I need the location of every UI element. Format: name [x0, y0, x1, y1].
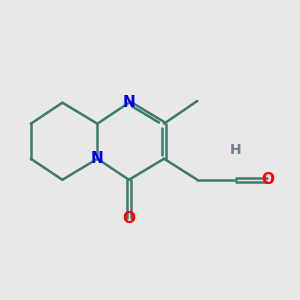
- Text: O: O: [122, 211, 136, 226]
- Text: H: H: [230, 143, 242, 157]
- Text: N: N: [91, 151, 104, 166]
- Text: O: O: [261, 172, 274, 187]
- Text: N: N: [123, 95, 135, 110]
